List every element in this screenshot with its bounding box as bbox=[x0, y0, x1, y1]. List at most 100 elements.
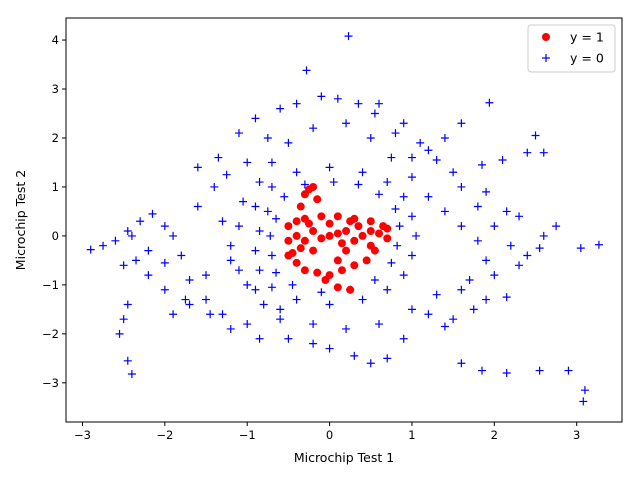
point-y0 bbox=[280, 192, 289, 201]
point-y0 bbox=[465, 275, 474, 284]
point-y0 bbox=[263, 133, 272, 142]
x-tick-label: −2 bbox=[156, 428, 173, 442]
point-y0 bbox=[407, 305, 416, 314]
point-y0 bbox=[424, 192, 433, 201]
y-tick-label: 2 bbox=[52, 131, 59, 145]
point-y0 bbox=[127, 231, 136, 240]
y-tick-label: 1 bbox=[52, 180, 59, 194]
point-y0 bbox=[473, 236, 482, 245]
point-y0 bbox=[251, 285, 260, 294]
x-axis-label: Microchip Test 1 bbox=[294, 450, 394, 465]
point-y1 bbox=[346, 285, 355, 294]
point-y0 bbox=[222, 170, 231, 179]
point-y1 bbox=[375, 229, 384, 238]
point-y0 bbox=[218, 310, 227, 319]
y-tick-label: −2 bbox=[42, 327, 59, 341]
point-y0 bbox=[193, 202, 202, 211]
point-y1 bbox=[284, 251, 293, 260]
point-y1 bbox=[362, 256, 371, 265]
point-y0 bbox=[300, 180, 309, 189]
point-y1 bbox=[296, 202, 305, 211]
point-y0 bbox=[391, 204, 400, 213]
x-tick-label: 0 bbox=[326, 428, 333, 442]
point-y0 bbox=[383, 354, 392, 363]
point-y0 bbox=[482, 256, 491, 265]
point-y0 bbox=[226, 256, 235, 265]
point-y1 bbox=[317, 212, 326, 221]
point-y0 bbox=[292, 295, 301, 304]
point-y0 bbox=[440, 322, 449, 331]
point-y0 bbox=[498, 156, 507, 165]
point-y0 bbox=[288, 280, 297, 289]
point-y0 bbox=[243, 158, 252, 167]
point-y0 bbox=[387, 153, 396, 162]
point-y0 bbox=[292, 168, 301, 177]
point-y1 bbox=[346, 217, 355, 226]
point-y0 bbox=[342, 119, 351, 128]
point-y0 bbox=[127, 370, 136, 379]
point-y0 bbox=[350, 351, 359, 360]
legend-label-y1: y = 1 bbox=[570, 30, 604, 45]
point-y1 bbox=[284, 236, 293, 245]
legend-label-y0: y = 0 bbox=[570, 51, 604, 66]
point-y1 bbox=[284, 222, 293, 231]
point-y0 bbox=[255, 227, 264, 236]
point-y0 bbox=[416, 138, 425, 147]
point-y0 bbox=[251, 246, 260, 255]
point-y0 bbox=[119, 261, 128, 270]
point-y1 bbox=[354, 222, 363, 231]
point-y0 bbox=[375, 99, 384, 108]
point-y0 bbox=[160, 222, 169, 231]
point-y0 bbox=[366, 133, 375, 142]
point-y0 bbox=[276, 315, 285, 324]
point-y1 bbox=[292, 231, 301, 240]
y-tick-label: −3 bbox=[42, 376, 59, 390]
point-y1 bbox=[325, 231, 334, 240]
plot-marks bbox=[86, 32, 603, 406]
point-y0 bbox=[284, 334, 293, 343]
point-y1 bbox=[296, 244, 305, 253]
point-y0 bbox=[391, 129, 400, 138]
point-y0 bbox=[148, 209, 157, 218]
point-y1 bbox=[350, 261, 359, 270]
point-y0 bbox=[490, 271, 499, 280]
point-y0 bbox=[177, 251, 186, 260]
point-y1 bbox=[350, 236, 359, 245]
point-y1 bbox=[300, 190, 309, 199]
point-y0 bbox=[181, 295, 190, 304]
y-axis-label: Microchip Test 2 bbox=[13, 170, 28, 270]
point-y0 bbox=[309, 339, 318, 348]
point-y0 bbox=[292, 99, 301, 108]
point-y0 bbox=[399, 271, 408, 280]
point-y0 bbox=[482, 187, 491, 196]
point-y0 bbox=[457, 359, 466, 368]
point-y0 bbox=[123, 356, 132, 365]
point-y0 bbox=[342, 324, 351, 333]
point-y0 bbox=[123, 227, 132, 236]
point-y1 bbox=[304, 219, 313, 228]
point-y0 bbox=[243, 320, 252, 329]
point-y0 bbox=[255, 266, 264, 275]
point-y0 bbox=[226, 241, 235, 250]
point-y1 bbox=[366, 241, 375, 250]
point-y0 bbox=[407, 153, 416, 162]
point-y0 bbox=[576, 244, 585, 253]
x-tick-label: 1 bbox=[408, 428, 415, 442]
point-y1 bbox=[342, 246, 351, 255]
point-y0 bbox=[366, 359, 375, 368]
point-y0 bbox=[383, 285, 392, 294]
point-y0 bbox=[407, 173, 416, 182]
point-y1 bbox=[366, 217, 375, 226]
point-y0 bbox=[477, 160, 486, 169]
point-y0 bbox=[594, 240, 603, 249]
point-y0 bbox=[564, 366, 573, 375]
point-y0 bbox=[202, 271, 211, 280]
point-y0 bbox=[535, 244, 544, 253]
point-y0 bbox=[317, 92, 326, 101]
point-y0 bbox=[144, 271, 153, 280]
point-y0 bbox=[358, 168, 367, 177]
point-y0 bbox=[185, 300, 194, 309]
point-y0 bbox=[407, 251, 416, 260]
point-y0 bbox=[267, 182, 276, 191]
